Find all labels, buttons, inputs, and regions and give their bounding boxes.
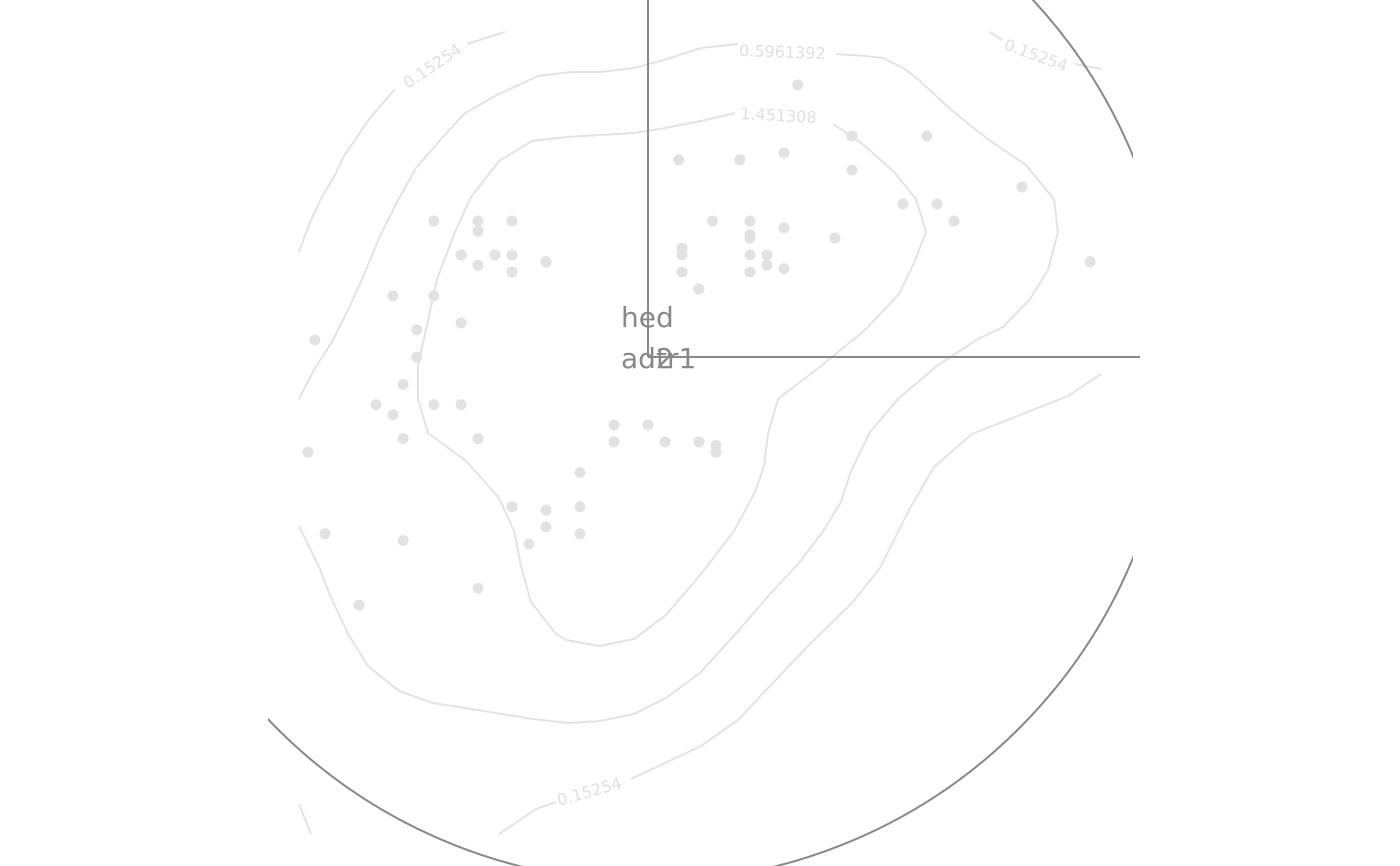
data-point [455,399,467,411]
data-point [397,433,409,445]
contour-label: 0.15254 [555,773,624,810]
data-point [734,154,746,166]
data-point [931,198,943,210]
data-point [370,399,382,411]
data-point [472,259,484,271]
data-point [455,317,467,329]
data-point [540,521,552,533]
data-point [744,249,756,261]
contour-label: 1.451308 [740,104,817,127]
data-point [472,433,484,445]
data-point [387,290,399,302]
data-point [792,79,804,91]
right-mask [1133,0,1400,866]
data-point [397,378,409,390]
data-point [676,242,688,254]
data-point [829,232,841,244]
loading-label: ad2 [621,342,674,375]
data-point [428,215,440,227]
data-point [761,259,773,271]
data-point [428,399,440,411]
data-point [710,446,722,458]
data-point [506,501,518,513]
data-point [744,266,756,278]
contour-label: 0.15254 [1002,35,1071,75]
contour-line-outer [498,801,557,835]
data-point [540,504,552,516]
contour-label: 0.15254 [400,40,465,93]
data-point [574,528,586,540]
data-point [319,528,331,540]
data-point [846,164,858,176]
data-point [608,436,620,448]
data-points [302,79,1096,611]
data-point [472,215,484,227]
data-point [693,283,705,295]
contour-line-outer [989,31,1003,41]
data-point [506,249,518,261]
data-point [778,147,790,159]
data-point [676,266,688,278]
data-point [897,198,909,210]
data-point [489,249,501,261]
contour-line-outer [298,88,396,253]
data-point [921,130,933,142]
data-point [506,266,518,278]
data-point [574,467,586,479]
contour-line-outer [630,373,1102,780]
data-point [428,290,440,302]
data-point [707,215,719,227]
contour-line-outer [1074,63,1102,70]
data-point [846,130,858,142]
data-point [411,351,423,363]
data-point [523,538,535,550]
data-point [744,215,756,227]
data-point [574,501,586,513]
data-point [659,436,671,448]
contour-line-outer [466,31,506,45]
contour-line-outer [298,803,312,835]
data-point [693,436,705,448]
data-point [387,409,399,421]
data-point [353,599,365,611]
loading-label: hed [621,301,674,334]
loading-label: tr1 [656,342,696,375]
contour-labels: 0.15254 0.5961392 1.451308 0.15254 0.152… [400,35,1071,810]
data-point [948,215,960,227]
data-point [778,222,790,234]
contour-label: 0.5961392 [739,41,826,63]
data-point [608,419,620,431]
contour-lines [298,31,1102,835]
data-point [506,215,518,227]
contour-line-outer [298,53,1060,725]
data-point [1016,181,1028,193]
contour-line-outer [298,43,739,400]
data-point [778,263,790,275]
data-point [455,249,467,261]
data-point [673,154,685,166]
data-point [411,324,423,336]
data-point [1084,256,1096,268]
data-point [472,225,484,237]
data-point [540,256,552,268]
data-point [642,419,654,431]
data-point [744,232,756,244]
data-point [309,334,321,346]
left-mask [0,0,268,866]
data-point [472,582,484,594]
data-point [761,249,773,261]
data-point [302,446,314,458]
data-point [397,535,409,547]
contour-line-inner [417,112,928,648]
